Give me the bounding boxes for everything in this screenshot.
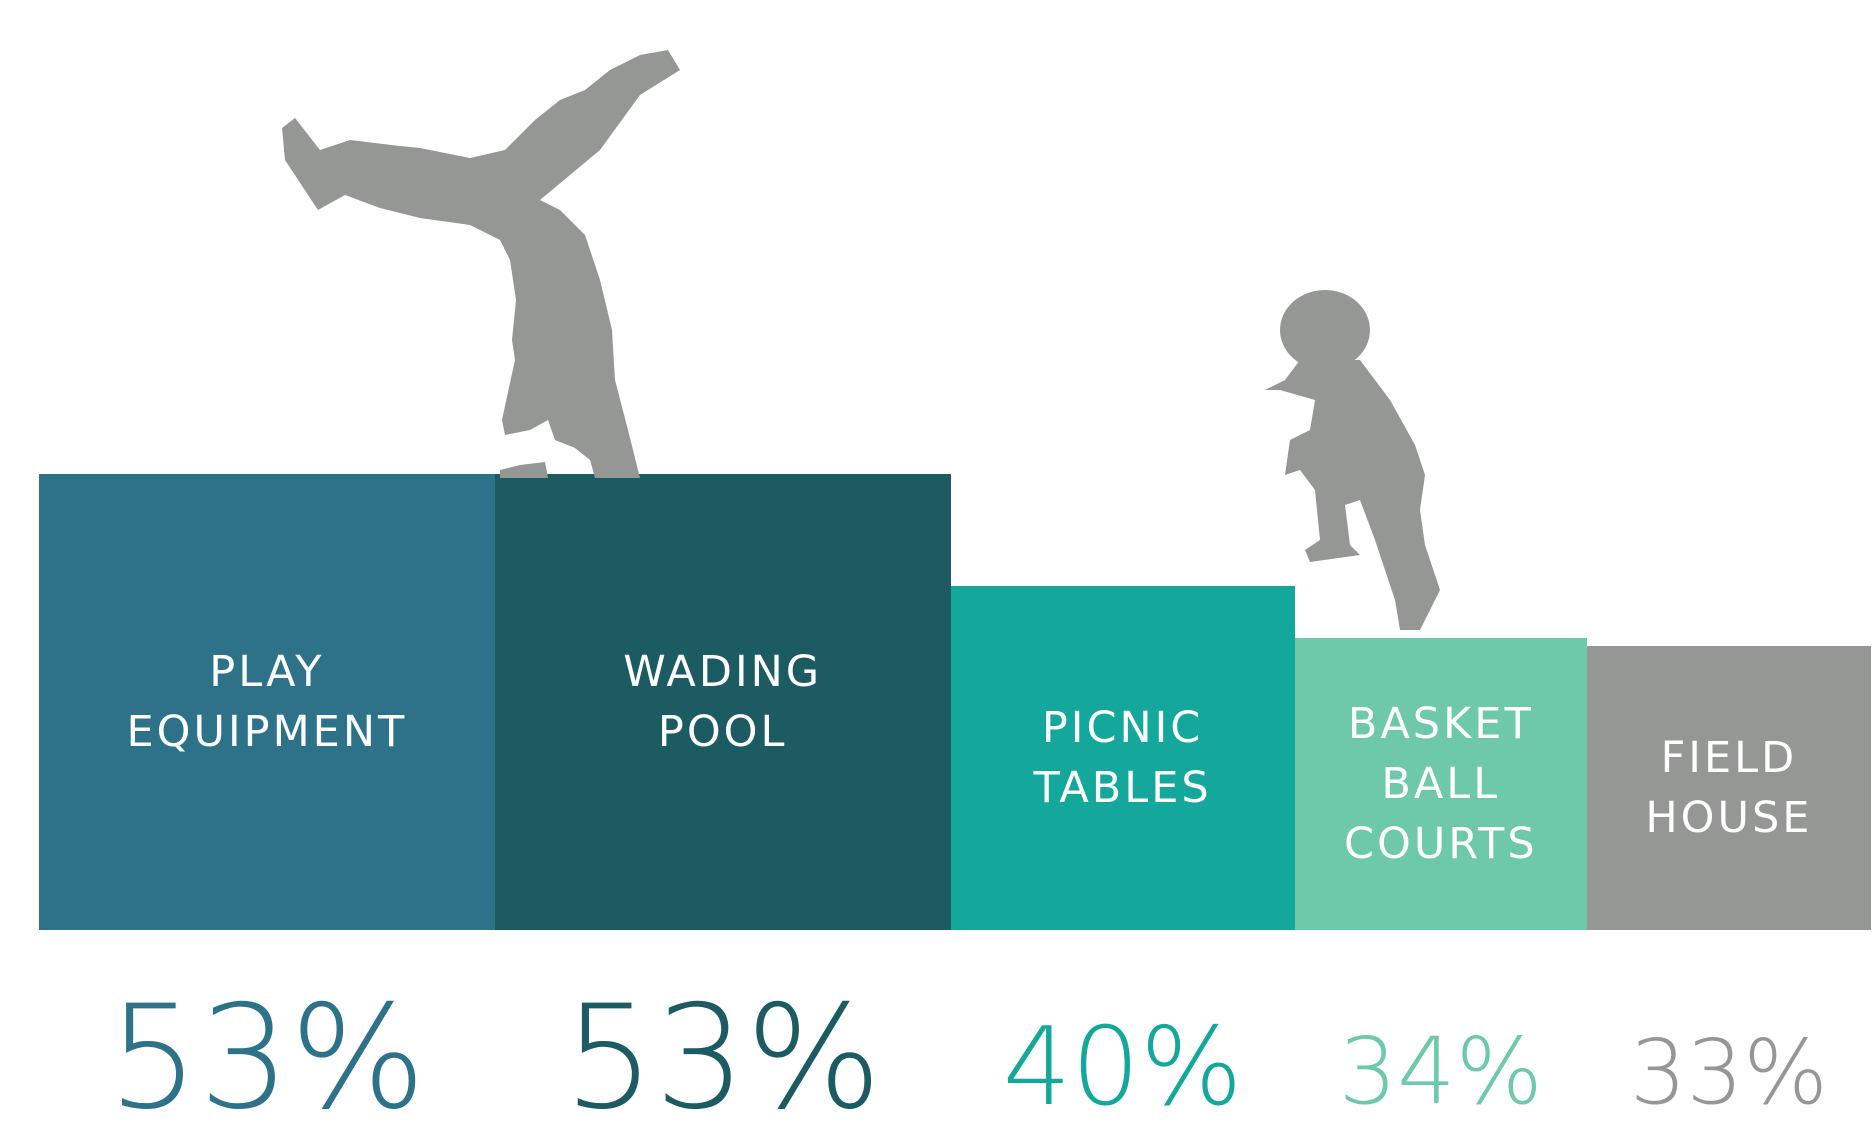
toddler — [1265, 290, 1440, 630]
value-label: 53% — [108, 986, 426, 1129]
value-label: 53% — [564, 986, 882, 1129]
value-label: 33% — [1630, 1029, 1828, 1118]
category-label: FIELD HOUSE — [1529, 728, 1874, 848]
category-label: PLAY EQUIPMENT — [67, 642, 467, 762]
cartwheel-child — [282, 50, 680, 478]
value-label: 40% — [1003, 1014, 1243, 1122]
silhouettes — [0, 0, 1874, 1114]
category-label: WADING POOL — [523, 642, 923, 762]
value-label: 34% — [1339, 1026, 1543, 1118]
